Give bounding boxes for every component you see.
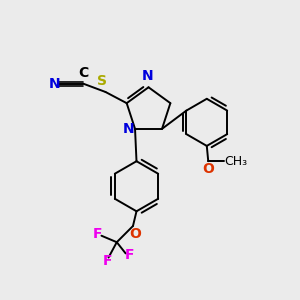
Text: C: C [78, 66, 88, 80]
Text: CH₃: CH₃ [225, 155, 248, 168]
Text: O: O [202, 162, 214, 176]
Text: N: N [142, 70, 154, 83]
Text: F: F [102, 254, 112, 268]
Text: O: O [129, 227, 141, 242]
Text: S: S [97, 74, 107, 88]
Text: F: F [93, 227, 102, 241]
Text: N: N [123, 122, 134, 136]
Text: N: N [49, 77, 60, 91]
Text: F: F [125, 248, 134, 262]
